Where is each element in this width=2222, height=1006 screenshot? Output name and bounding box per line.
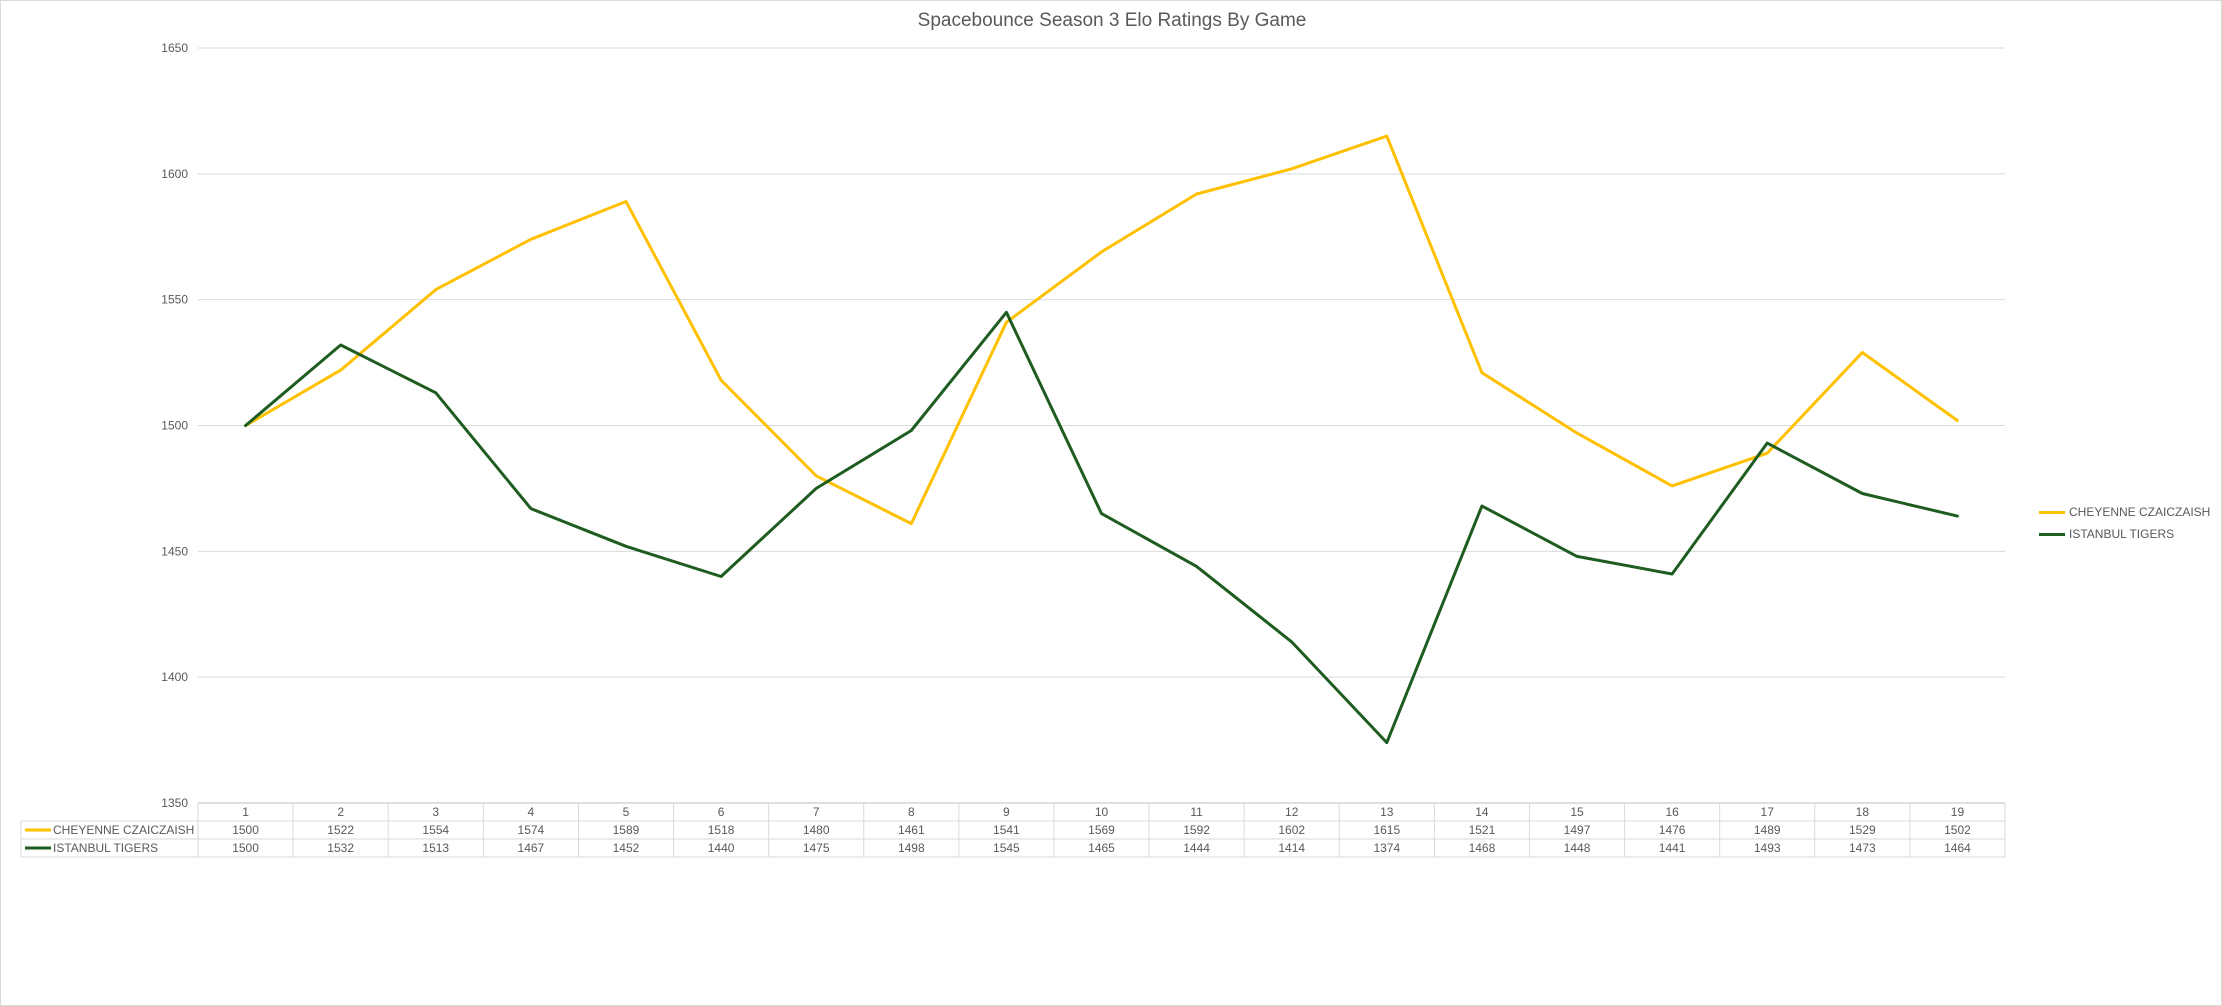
x-tick-label: 17 <box>1761 805 1775 819</box>
legend-item: CHEYENNE CZAICZAISH <box>2039 501 2210 523</box>
data-label: 1574 <box>518 823 545 837</box>
y-tick-label: 1600 <box>161 167 188 181</box>
y-tick-label: 1450 <box>161 544 188 558</box>
data-label: 1592 <box>1183 823 1210 837</box>
data-label: 1500 <box>232 823 259 837</box>
legend-swatch <box>2039 532 2065 536</box>
data-label: 1541 <box>993 823 1020 837</box>
x-tick-label: 10 <box>1095 805 1109 819</box>
x-tick-label: 1 <box>242 805 249 819</box>
data-label: 1461 <box>898 823 925 837</box>
data-label: 1569 <box>1088 823 1115 837</box>
x-tick-label: 8 <box>908 805 915 819</box>
x-tick-label: 18 <box>1856 805 1870 819</box>
data-label: 1473 <box>1849 841 1876 855</box>
x-tick-label: 3 <box>432 805 439 819</box>
data-label: 1476 <box>1659 823 1686 837</box>
x-tick-label: 7 <box>813 805 820 819</box>
x-tick-label: 14 <box>1475 805 1489 819</box>
data-label: 1497 <box>1564 823 1591 837</box>
data-label: 1414 <box>1278 841 1305 855</box>
data-label: 1441 <box>1659 841 1686 855</box>
legend-item: ISTANBUL TIGERS <box>2039 523 2210 545</box>
x-tick-label: 15 <box>1570 805 1584 819</box>
data-label: 1513 <box>422 841 449 855</box>
data-label: 1502 <box>1944 823 1971 837</box>
data-label: 1467 <box>518 841 545 855</box>
table-series-name: CHEYENNE CZAICZAISH <box>53 823 194 837</box>
data-label: 1521 <box>1469 823 1496 837</box>
x-tick-label: 4 <box>528 805 535 819</box>
legend-label: ISTANBUL TIGERS <box>2069 527 2175 541</box>
data-label: 1452 <box>613 841 640 855</box>
series-line <box>244 134 1959 526</box>
legend-swatch <box>2039 510 2065 514</box>
x-tick-label: 13 <box>1380 805 1394 819</box>
data-label: 1468 <box>1469 841 1496 855</box>
y-tick-label: 1650 <box>161 41 188 55</box>
x-tick-label: 16 <box>1665 805 1679 819</box>
data-label: 1480 <box>803 823 830 837</box>
y-tick-label: 1500 <box>161 419 188 433</box>
y-tick-label: 1400 <box>161 670 188 684</box>
x-tick-label: 9 <box>1003 805 1010 819</box>
data-label: 1529 <box>1849 823 1876 837</box>
y-tick-label: 1550 <box>161 293 188 307</box>
data-label: 1589 <box>613 823 640 837</box>
data-label: 1545 <box>993 841 1020 855</box>
data-label: 1602 <box>1278 823 1305 837</box>
data-label: 1500 <box>232 841 259 855</box>
x-tick-label: 5 <box>623 805 630 819</box>
data-label: 1498 <box>898 841 925 855</box>
data-label: 1518 <box>708 823 735 837</box>
data-label: 1374 <box>1373 841 1400 855</box>
data-label: 1532 <box>327 841 354 855</box>
x-tick-label: 19 <box>1951 805 1965 819</box>
data-label: 1440 <box>708 841 735 855</box>
x-tick-label: 6 <box>718 805 725 819</box>
data-label: 1489 <box>1754 823 1781 837</box>
data-label: 1493 <box>1754 841 1781 855</box>
series-line <box>244 310 1959 745</box>
data-label: 1448 <box>1564 841 1591 855</box>
data-label: 1615 <box>1373 823 1400 837</box>
legend: CHEYENNE CZAICZAISH ISTANBUL TIGERS <box>2039 501 2210 545</box>
legend-label: CHEYENNE CZAICZAISH <box>2069 505 2211 519</box>
data-label: 1444 <box>1183 841 1210 855</box>
data-label: 1464 <box>1944 841 1971 855</box>
x-tick-label: 2 <box>337 805 344 819</box>
x-tick-label: 11 <box>1190 805 1203 819</box>
data-label: 1554 <box>422 823 449 837</box>
x-tick-label: 12 <box>1285 805 1299 819</box>
chart-title: Spacebounce Season 3 Elo Ratings By Game <box>917 10 1307 31</box>
data-label: 1465 <box>1088 841 1115 855</box>
data-label: 1475 <box>803 841 830 855</box>
table-series-name: ISTANBUL TIGERS <box>53 841 158 855</box>
data-label: 1522 <box>327 823 354 837</box>
y-tick-label: 1350 <box>161 796 188 810</box>
